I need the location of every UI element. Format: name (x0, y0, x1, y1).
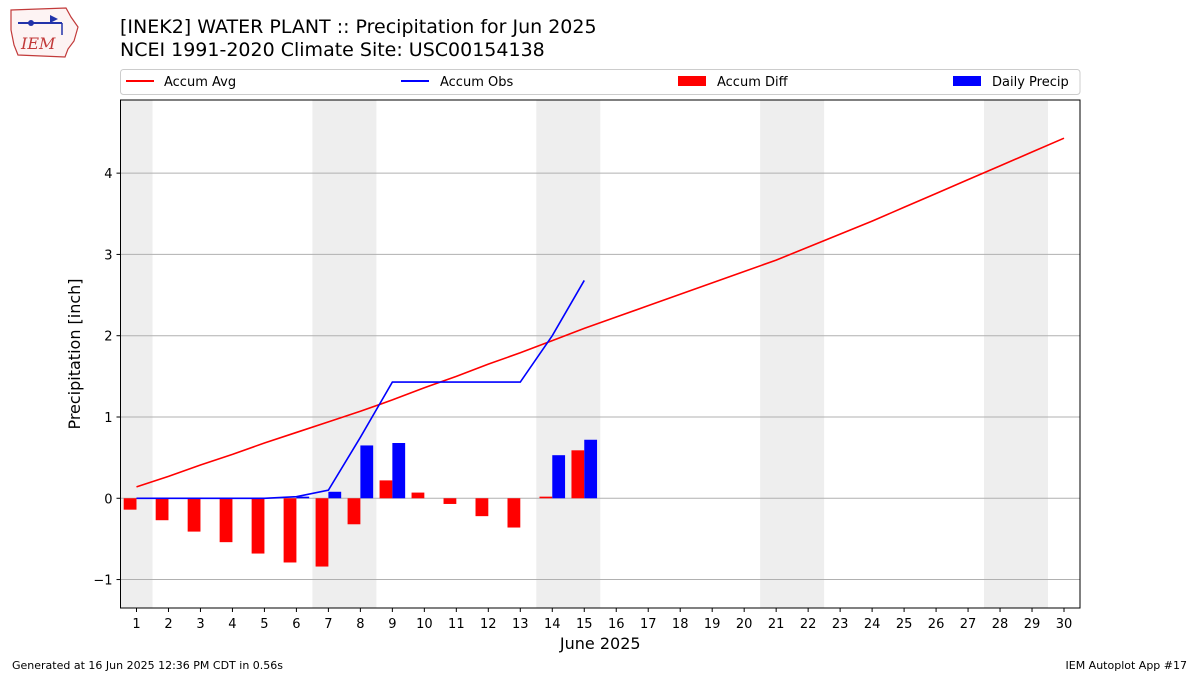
x-tick-label: 30 (1056, 617, 1073, 632)
weekend-band (536, 100, 601, 608)
x-tick-label: 21 (768, 617, 785, 632)
accum-diff-bar (411, 492, 425, 499)
accum-diff-bar (571, 450, 585, 499)
legend-label: Accum Diff (717, 75, 789, 90)
y-tick-label: −1 (93, 574, 112, 589)
y-tick-label: 3 (104, 248, 112, 263)
x-tick-label: 27 (960, 617, 977, 632)
weekend-band (984, 100, 1049, 608)
x-tick-label: 22 (800, 617, 817, 632)
x-tick-label: 5 (260, 617, 268, 632)
x-tick-label: 1 (132, 617, 140, 632)
daily-precip-bar (296, 496, 310, 499)
plot-frame (120, 99, 1081, 609)
legend-swatch (953, 76, 981, 86)
x-tick-label: 2 (164, 617, 172, 632)
daily-precip-bar (360, 445, 374, 499)
x-tick-label: 16 (608, 617, 625, 632)
accum-diff-bar (443, 498, 457, 504)
x-tick-label: 13 (512, 617, 529, 632)
daily-precip-bar (392, 443, 406, 499)
daily-precip-bar (552, 455, 566, 499)
x-tick-label: 25 (896, 617, 913, 632)
chart-title: [INEK2] WATER PLANT :: Precipitation for… (120, 16, 597, 38)
y-tick-label: 4 (104, 167, 112, 182)
footer-app: IEM Autoplot App #17 (1065, 659, 1188, 672)
accum-diff-bar (315, 498, 329, 567)
daily-precip-bar (328, 491, 342, 499)
logo-text: IEM (20, 34, 56, 53)
x-tick-label: 19 (704, 617, 721, 632)
legend-box (120, 69, 1081, 95)
weekend-band (120, 100, 153, 608)
y-tick-label: 1 (104, 411, 112, 426)
iem-logo: IEM (10, 7, 79, 58)
x-tick-label: 3 (196, 617, 204, 632)
x-axis-label: June 2025 (559, 634, 641, 653)
y-tick-label: 2 (104, 330, 112, 345)
footer-generated: Generated at 16 Jun 2025 12:36 PM CDT in… (12, 659, 284, 672)
legend-label: Daily Precip (992, 75, 1069, 90)
accum-diff-bar (379, 480, 393, 499)
x-tick-label: 29 (1024, 617, 1041, 632)
x-tick-label: 4 (228, 617, 236, 632)
accum-diff-bar (155, 498, 169, 521)
y-axis-label: Precipitation [inch] (65, 278, 84, 429)
x-tick-label: 8 (356, 617, 364, 632)
accum-diff-bar (251, 498, 265, 554)
accum-diff-bar (123, 498, 137, 510)
accum-diff-bar (347, 498, 361, 525)
x-tick-label: 6 (292, 617, 300, 632)
accum-diff-bar (539, 496, 553, 499)
x-tick-label: 12 (480, 617, 497, 632)
weekend-band (760, 100, 825, 608)
x-tick-label: 17 (640, 617, 657, 632)
accum-avg-line (136, 137, 1065, 488)
x-tick-label: 18 (672, 617, 689, 632)
x-tick-label: 14 (544, 617, 561, 632)
legend-label: Accum Obs (440, 75, 513, 90)
x-tick-label: 15 (576, 617, 593, 632)
x-tick-label: 9 (388, 617, 396, 632)
x-tick-label: 26 (928, 617, 945, 632)
y-tick-label: 0 (104, 492, 112, 507)
x-tick-label: 7 (324, 617, 332, 632)
accum-diff-bar (283, 498, 297, 563)
accum-diff-bar (507, 498, 521, 528)
accum-diff-bar (475, 498, 489, 517)
x-tick-label: 23 (832, 617, 849, 632)
legend-label: Accum Avg (164, 75, 236, 90)
x-tick-label: 20 (736, 617, 753, 632)
accum-diff-bar (219, 498, 233, 543)
x-tick-label: 10 (416, 617, 433, 632)
x-tick-label: 11 (448, 617, 465, 632)
x-tick-label: 24 (864, 617, 881, 632)
x-tick-label: 28 (992, 617, 1009, 632)
chart-subtitle: NCEI 1991-2020 Climate Site: USC00154138 (120, 39, 545, 61)
legend-swatch (678, 76, 706, 86)
accum-diff-bar (187, 498, 201, 532)
daily-precip-bar (584, 439, 598, 499)
accum-obs-line (136, 280, 585, 500)
